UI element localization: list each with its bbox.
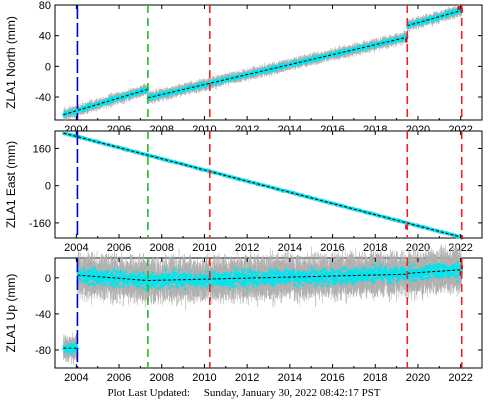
panel-1-ytick-label: 80	[39, 0, 51, 12]
panel-3-ytick-label: -40	[35, 309, 51, 321]
panel-3-xtick-label: 2020	[406, 372, 430, 384]
panel-3-model-1	[77, 274, 148, 282]
panel-1-ylabel: ZLA1 North (mm)	[4, 16, 18, 109]
panel-3-ylabel: ZLA1 Up (mm)	[4, 274, 18, 353]
panel-3-xtick-label: 2022	[448, 372, 472, 384]
panel-3-xtick-label: 2004	[64, 372, 88, 384]
panel-3-xtick-label: 2006	[107, 372, 131, 384]
panel-2-ytick-label: 0	[45, 181, 51, 193]
panel-3-model-2	[147, 273, 408, 282]
panel-2-xtick-label: 2010	[192, 242, 216, 254]
footer-prefix: Plot Last Updated:	[107, 387, 190, 399]
panel-2-ylabel: ZLA1 East (mm)	[4, 141, 18, 228]
panel-2-model-0	[63, 132, 462, 238]
panel-1-ytick-label: 0	[45, 61, 51, 73]
panel-2-xtick-label: 2016	[320, 242, 344, 254]
panel-2-outlier-0	[405, 225, 408, 230]
plot-last-updated: Plot Last Updated: Sunday, January 30, 2…	[0, 387, 488, 399]
panel-3-outlier-1	[460, 265, 463, 270]
panel-3-xtick-label: 2016	[320, 372, 344, 384]
panel-3-outlier-0	[459, 271, 462, 276]
panel-1-outlier-1	[457, 6, 460, 11]
panel-3-ytick-label: 0	[45, 273, 51, 285]
panel-3-xtick-label: 2008	[150, 372, 174, 384]
panel-2-xtick-label: 2012	[235, 242, 259, 254]
panel-2-ytick-label: -160	[29, 218, 51, 230]
panel-2-xtick-label: 2014	[278, 242, 302, 254]
panel-2-xtick-label: 2018	[363, 242, 387, 254]
panel-3-xtick-label: 2018	[363, 372, 387, 384]
panel-3-model-3	[407, 269, 462, 274]
panel-1-model-2	[407, 9, 462, 27]
panel-2-xtick-label: 2008	[150, 242, 174, 254]
panel-2-xtick-label: 2022	[448, 242, 472, 254]
panel-3-xtick-label: 2012	[235, 372, 259, 384]
footer-timestamp: Sunday, January 30, 2022 08:42:17 PST	[203, 387, 381, 399]
panel-1-ytick-label: 40	[39, 31, 51, 43]
panel-1-points-0	[62, 86, 150, 118]
panel-3-ytick-label: -80	[35, 345, 51, 357]
panel-2-xtick-label: 2006	[107, 242, 131, 254]
panel-1-ytick-label: -40	[35, 92, 51, 104]
panel-2-xtick-label: 2004	[64, 242, 88, 254]
panel-1-outlier-0	[405, 38, 408, 43]
panel-3-xtick-label: 2014	[278, 372, 302, 384]
panel-1-model-1	[147, 36, 408, 99]
panel-2-xtick-label: 2020	[406, 242, 430, 254]
panel-2-ytick-label: 160	[33, 143, 51, 155]
panel-3-xtick-label: 2010	[192, 372, 216, 384]
